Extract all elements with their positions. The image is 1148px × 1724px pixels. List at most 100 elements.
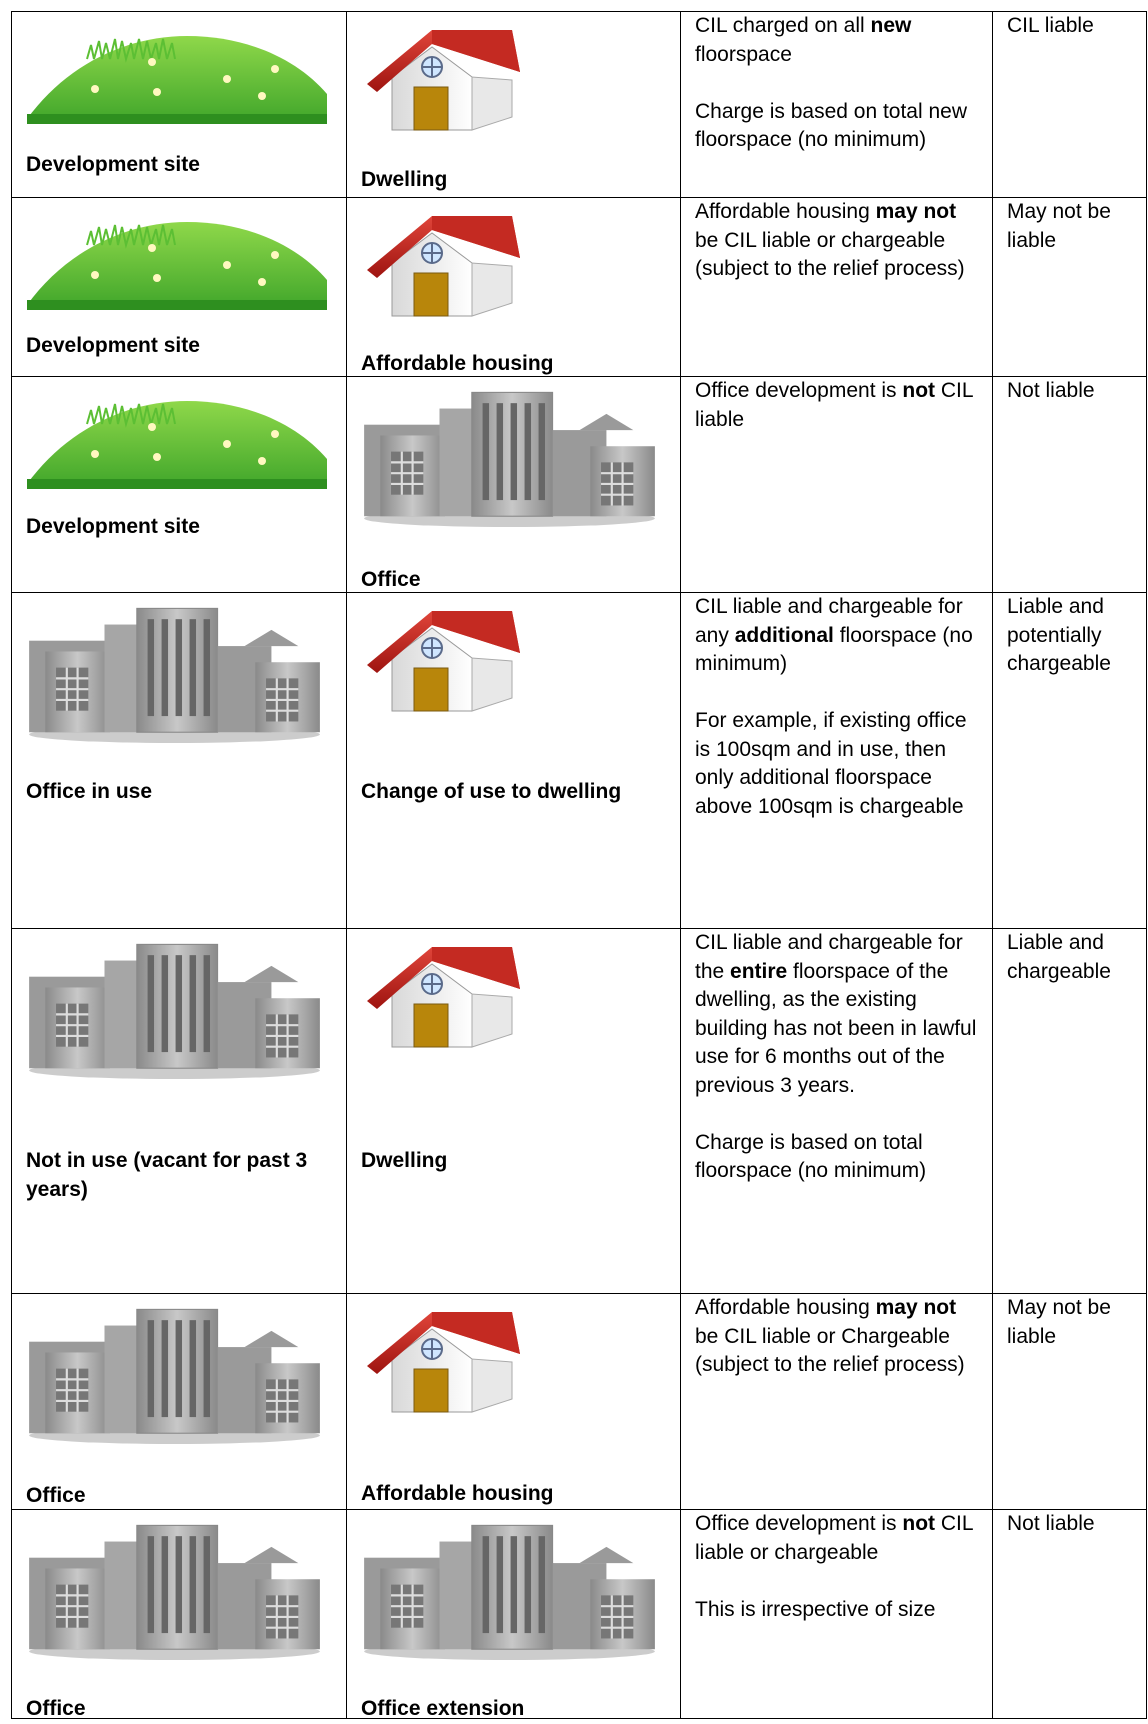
text: Office development is xyxy=(695,1512,903,1535)
text-line: (subject to the relief process) xyxy=(695,1351,982,1380)
table-row: Development site Office Office development… xyxy=(11,376,1147,593)
development-label: Change of use to dwelling xyxy=(361,780,622,803)
paragraph: Office development is not CIL liable xyxy=(695,377,982,434)
paragraph: This is irrespective of size xyxy=(695,1596,982,1625)
text-line: Affordable housing may not be CIL liable… xyxy=(695,198,982,255)
text: Charge is based on total new floorspace … xyxy=(695,99,968,152)
table-row: Office Office extension Office development… xyxy=(11,1509,1147,1720)
office-icon xyxy=(22,1520,327,1660)
liability-text: May not be liable xyxy=(1007,1296,1111,1348)
text: CIL liable or chargeable xyxy=(695,1512,973,1564)
house-icon xyxy=(362,1304,522,1419)
text: CIL charged on all xyxy=(695,14,871,37)
site-label: Office xyxy=(26,1484,86,1507)
description-cell: CIL liable and chargeable for the entire… xyxy=(680,928,993,1294)
bold-text: may not xyxy=(875,200,957,223)
grass-icon xyxy=(22,210,332,310)
grass-icon xyxy=(22,389,332,489)
development-label: Office extension xyxy=(361,1697,525,1720)
development-cell: Dwelling xyxy=(346,11,681,198)
house-icon xyxy=(362,22,522,137)
text: This is irrespective of size xyxy=(695,1597,936,1621)
development-cell: Office extension xyxy=(346,1509,681,1720)
site-cell: Office xyxy=(11,1509,347,1720)
development-cell: Dwelling xyxy=(346,928,681,1294)
text: be CIL liable or chargeable xyxy=(695,228,946,252)
house-icon xyxy=(362,208,522,323)
office-icon xyxy=(357,1520,662,1660)
office-icon xyxy=(22,603,327,743)
text: For example, if existing office is 100sq… xyxy=(695,709,967,818)
site-label: Office xyxy=(26,1697,86,1720)
description-cell: CIL liable and chargeable for any additi… xyxy=(680,592,993,929)
paragraph: Office development is not CIL liable or … xyxy=(695,1510,982,1567)
text: Office development is xyxy=(695,379,903,402)
paragraph: Charge is based on total new floorspace … xyxy=(695,98,982,155)
text-line: CIL liable and chargeable for the entire… xyxy=(695,929,982,1100)
site-label: Not in use (vacant for past 3 years) xyxy=(26,1149,308,1201)
text: CIL liable and chargeable for the xyxy=(695,931,963,983)
bold-text: additional xyxy=(734,623,834,647)
liability-text: May not be liable xyxy=(1007,200,1111,252)
bold-text: may not xyxy=(875,1296,957,1319)
site-cell: Office xyxy=(11,1293,347,1510)
text: floorspace of the dwelling, as the exist… xyxy=(695,959,977,1097)
development-label: Dwelling xyxy=(361,1149,448,1172)
table-row: Development site Affordable housing Afford… xyxy=(11,197,1147,377)
bold-text: entire xyxy=(730,959,788,983)
development-cell: Affordable housing xyxy=(346,1293,681,1510)
liability-text: Not liable xyxy=(1007,379,1095,402)
paragraph: CIL liable and chargeable for any additi… xyxy=(695,593,982,679)
description-cell: CIL charged on all new floorspace Charge … xyxy=(680,11,993,198)
text-line: Charge is based on total new floorspace … xyxy=(695,98,982,155)
development-label: Office xyxy=(361,568,421,591)
bold-text: not xyxy=(902,379,936,402)
text-line: Affordable housing may not be CIL liable… xyxy=(695,1294,982,1351)
text: floorspace (no minimum) xyxy=(695,623,973,676)
site-cell: Not in use (vacant for past 3 years) xyxy=(11,928,347,1294)
text-line: (subject to the relief process) xyxy=(695,255,982,284)
text-line: For example, if existing office is 100sq… xyxy=(695,707,982,821)
table-row: Not in use (vacant for past 3 years) Dwel… xyxy=(11,928,1147,1294)
office-icon xyxy=(22,1304,327,1444)
liability-cell: CIL liable xyxy=(992,11,1147,198)
site-cell: Development site xyxy=(11,376,347,593)
text-line: This is irrespective of size xyxy=(695,1596,982,1625)
site-label: Development site xyxy=(26,515,200,538)
paragraph: CIL liable and chargeable for the entire… xyxy=(695,929,982,1100)
paragraph: For example, if existing office is 100sq… xyxy=(695,707,982,821)
paragraph: Charge is based on total floorspace (no … xyxy=(695,1129,982,1186)
site-label: Office in use xyxy=(26,780,153,803)
development-cell: Office xyxy=(346,376,681,593)
site-cell: Office in use xyxy=(11,592,347,929)
text: CIL liable and chargeable for any xyxy=(695,595,963,647)
table-body: Development site Dwelling CIL charged on a… xyxy=(11,11,1147,1720)
liability-cell: Liable and potentially chargeable xyxy=(992,592,1147,929)
liability-text: Liable and potentially chargeable xyxy=(1007,595,1111,675)
text-line: Office development is not CIL liable or … xyxy=(695,1510,982,1567)
liability-text: Not liable xyxy=(1007,1512,1095,1535)
cil-table: Development site Dwelling CIL charged on a… xyxy=(11,11,1147,1720)
liability-cell: Not liable xyxy=(992,1509,1147,1719)
bold-text: not xyxy=(902,1512,936,1535)
bold-text: new xyxy=(870,14,912,37)
site-cell: Development site xyxy=(11,197,347,377)
table-row: Development site Dwelling CIL charged on a… xyxy=(11,11,1147,198)
office-icon xyxy=(22,939,327,1079)
paragraph: CIL charged on all new floorspace xyxy=(695,12,982,69)
text: CIL liable xyxy=(695,379,973,431)
text-line: Charge is based on total floorspace (no … xyxy=(695,1129,982,1186)
development-cell: Change of use to dwelling xyxy=(346,592,681,929)
description-cell: Office development is not CIL liable xyxy=(680,376,993,593)
liability-text: Liable and chargeable xyxy=(1007,931,1111,983)
text: be CIL liable or Chargeable xyxy=(695,1324,950,1348)
liability-cell: Liable and chargeable xyxy=(992,928,1147,1294)
text-line: Office development is not CIL liable xyxy=(695,377,982,434)
text-line: CIL charged on all new floorspace xyxy=(695,12,982,69)
text: Charge is based on total floorspace (no … xyxy=(695,1130,927,1183)
office-icon xyxy=(357,387,662,527)
paragraph: Affordable housing may not be CIL liable… xyxy=(695,198,982,284)
text: Affordable housing xyxy=(695,200,876,223)
development-label: Dwelling xyxy=(361,168,448,191)
